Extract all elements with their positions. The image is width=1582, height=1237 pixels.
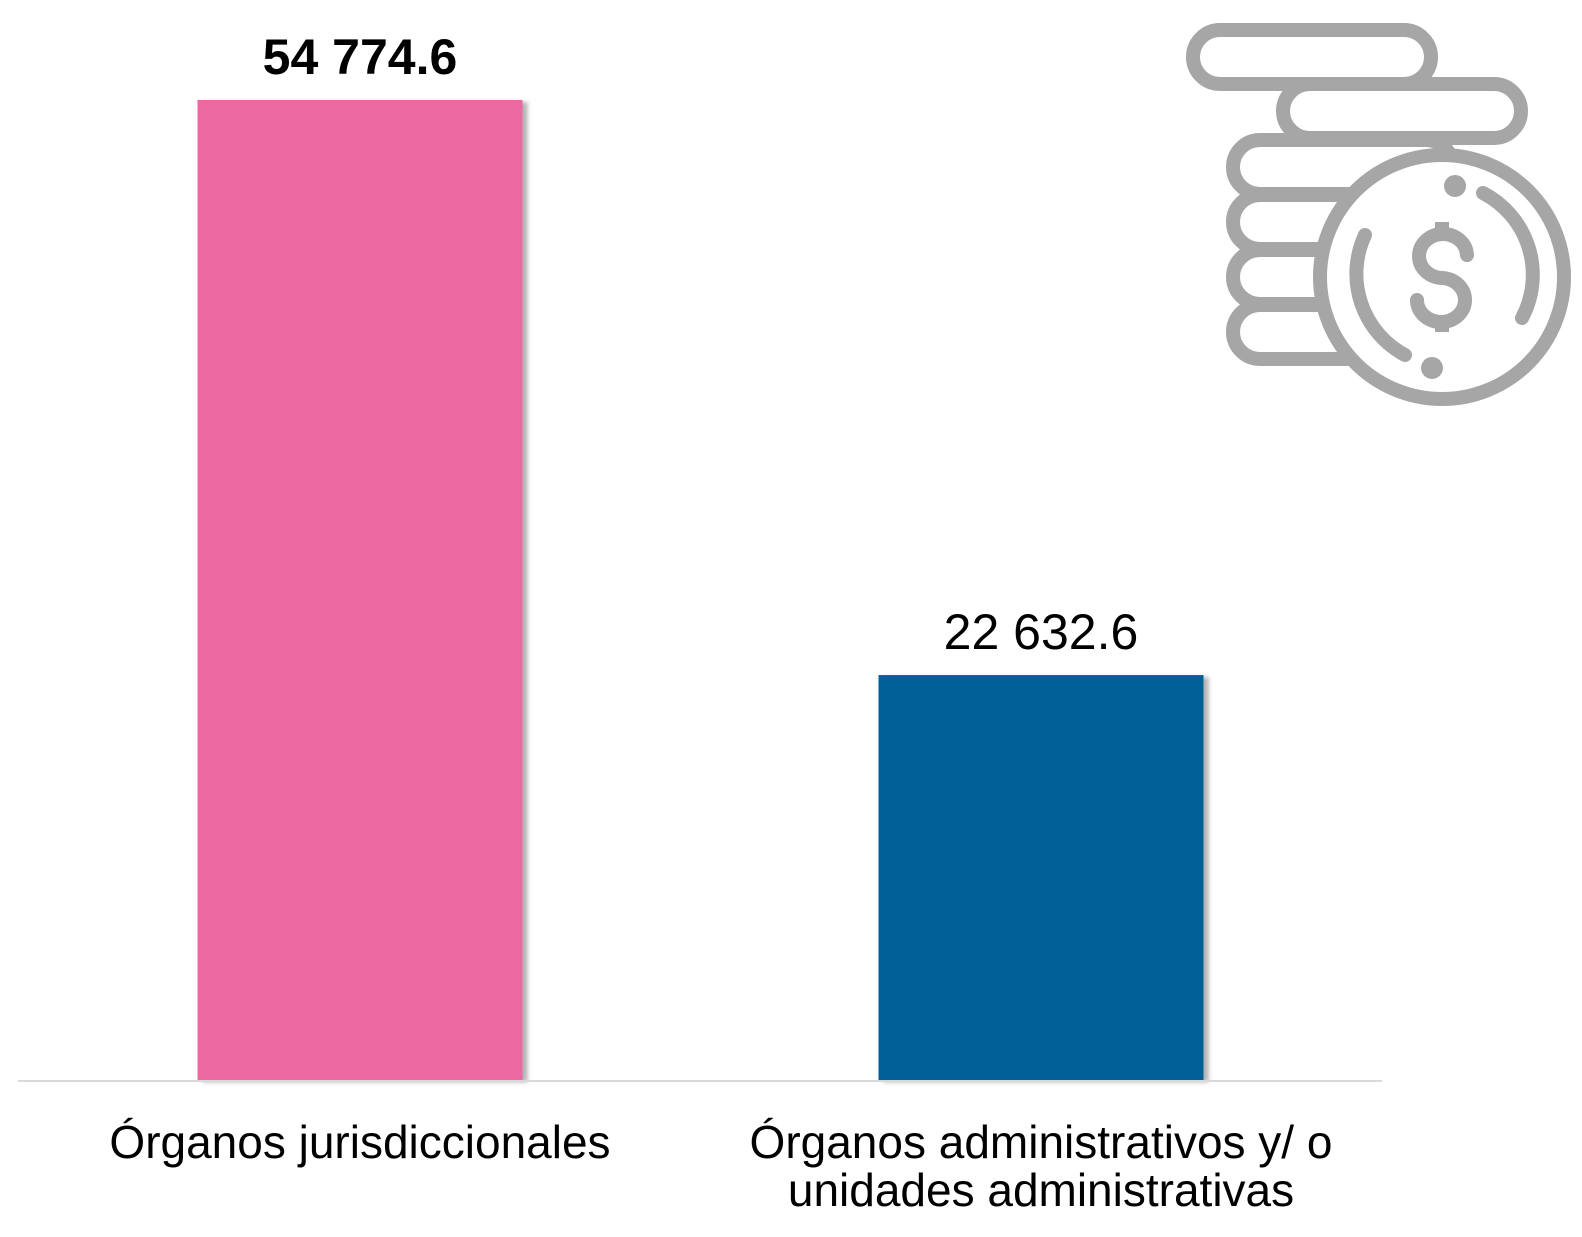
coins-icon	[1186, 23, 1571, 406]
x-tick-label: Órganos administrativos y/ o unidades ad…	[749, 1116, 1333, 1216]
value-label: 54 774.6	[262, 29, 458, 85]
value-label: 22 632.6	[943, 604, 1139, 661]
bar	[878, 675, 1204, 1080]
bar	[197, 100, 523, 1080]
x-tick-label: Órganos jurisdiccionales	[109, 1116, 611, 1168]
